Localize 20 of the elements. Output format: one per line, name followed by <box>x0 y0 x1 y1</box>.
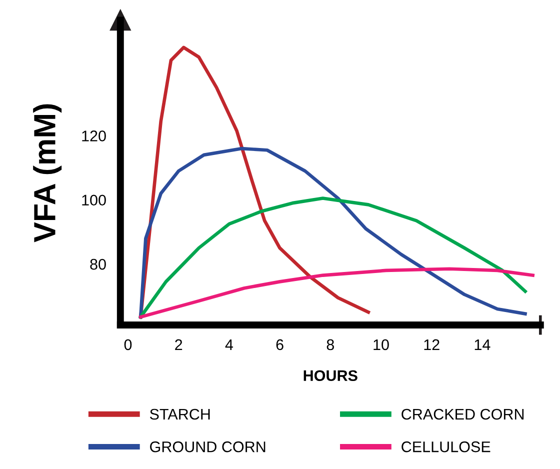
x-tick-label: 0 <box>124 339 132 350</box>
y-tick-label: 120 <box>82 130 106 142</box>
y-tick-label: 100 <box>82 194 106 206</box>
y-tick-label: 80 <box>90 258 106 270</box>
line-series <box>138 196 527 319</box>
y-axis-title: VFA (mM) <box>33 104 62 242</box>
x-tick-label: 12 <box>424 339 440 350</box>
x-tick-label: 4 <box>225 339 233 350</box>
x-tick-label: 14 <box>474 339 490 350</box>
legend-label: STARCH <box>150 408 210 420</box>
x-tick-label: 2 <box>175 339 182 350</box>
x-tick-label: 6 <box>276 339 284 350</box>
legend-label: CRACKED CORN <box>402 408 524 420</box>
legend-label: GROUND CORN <box>150 441 266 452</box>
x-tick-label: 8 <box>326 339 334 350</box>
x-tick-label: 10 <box>374 339 389 350</box>
line-series <box>138 267 534 319</box>
legend-label: CELLULOSE <box>402 441 490 452</box>
line-series <box>138 146 527 319</box>
x-axis-title: HOURS <box>304 370 358 382</box>
